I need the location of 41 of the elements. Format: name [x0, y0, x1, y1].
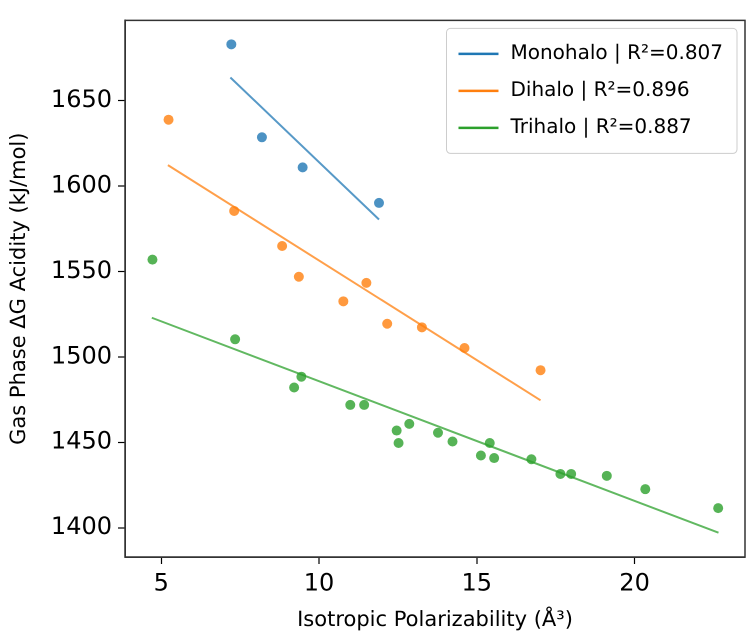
legend-label: Dihalo | R²=0.896 [510, 77, 690, 102]
x-tick-label: 10 [304, 568, 334, 597]
point [256, 132, 267, 142]
y-axis-title: Gas Phase ΔG Acidity (kJ/mol) [6, 132, 30, 445]
point [433, 428, 443, 438]
point [226, 39, 236, 50]
point [289, 382, 300, 392]
point [382, 318, 392, 329]
point [338, 296, 348, 306]
point [345, 400, 356, 410]
x-tick-label: 20 [619, 568, 650, 597]
y-tick-label: 1400 [50, 512, 112, 540]
point [394, 438, 404, 448]
point [536, 365, 546, 376]
y-tick-label: 1500 [50, 341, 112, 370]
point [476, 450, 486, 460]
y-tick-label: 1600 [50, 170, 112, 198]
point [392, 426, 402, 436]
legend-label: Monohalo | R²=0.807 [510, 40, 724, 64]
point [164, 114, 174, 125]
point [713, 503, 724, 514]
x-tick-label: 5 [154, 568, 169, 597]
x-tick-label: 15 [462, 568, 492, 597]
y-tick-label: 1650 [50, 84, 112, 113]
legend-label: Trihalo | R²=0.887 [509, 114, 692, 138]
point [359, 400, 370, 410]
y-tick-label: 1450 [50, 426, 112, 455]
point [361, 278, 372, 288]
point [448, 436, 458, 446]
point [374, 198, 384, 208]
point [230, 334, 240, 344]
y-tick-label: 1550 [50, 256, 112, 284]
x-axis-title: Isotropic Polarizability (Å³) [297, 606, 573, 631]
point [277, 240, 288, 251]
point [602, 470, 612, 481]
point [640, 484, 650, 494]
point [404, 418, 414, 429]
point [489, 453, 500, 464]
point [147, 254, 158, 265]
point [298, 162, 308, 172]
point [294, 272, 304, 282]
